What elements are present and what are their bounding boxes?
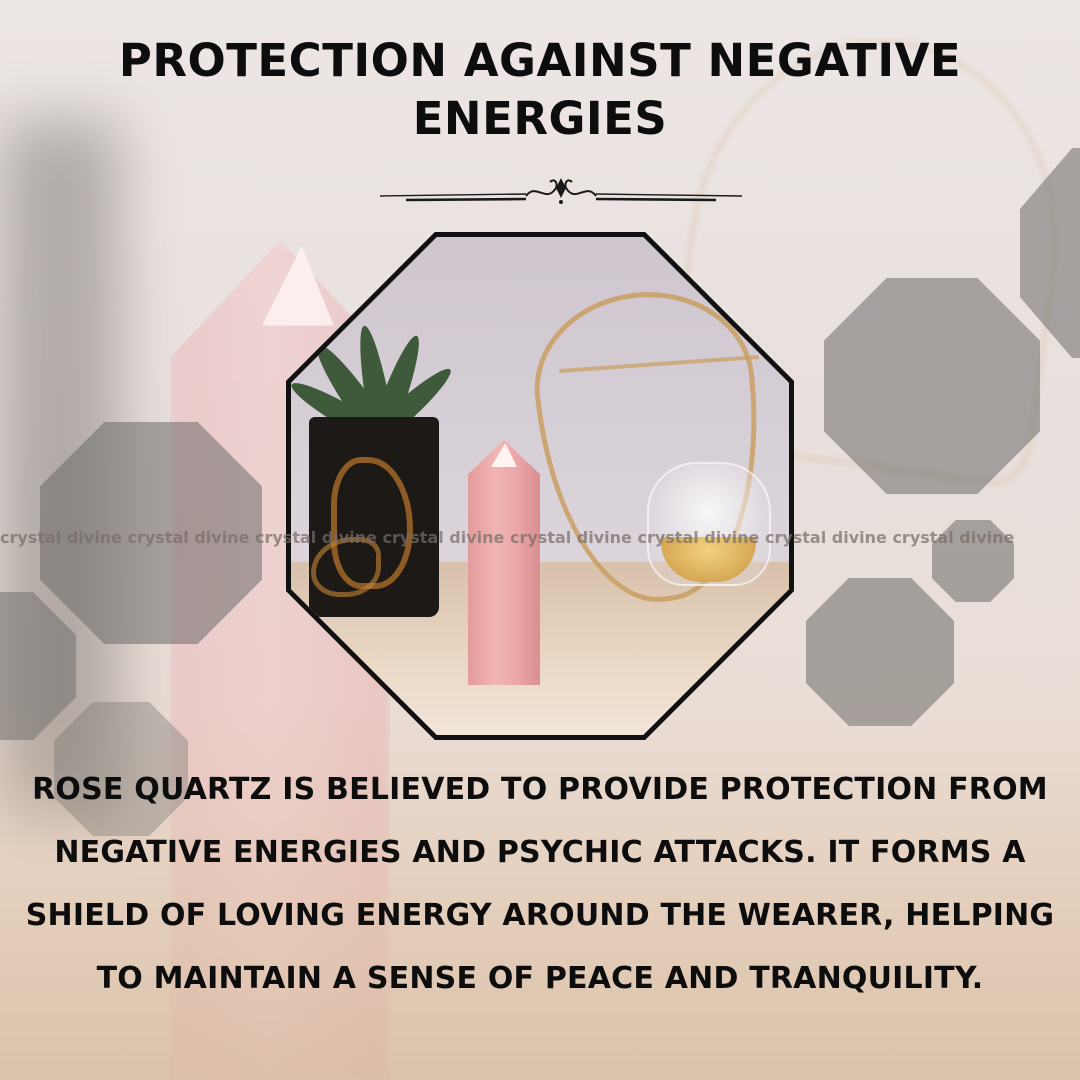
watermark: crystal divine crystal divine crystal di… [0,528,1015,547]
decor-octagon-left-large [40,422,262,644]
decor-octagon-right-small [932,520,1014,602]
rose-quartz-tower [468,440,540,685]
background-table [0,700,1080,1080]
ornament-divider-icon [379,178,743,204]
decor-octagon-left-small [54,702,188,836]
rose-quartz-photo [286,232,794,740]
decor-octagon-right-bottom [806,578,954,726]
description-text: ROSE QUARTZ IS BELIEVED TO PROVIDE PROTE… [25,772,1055,996]
page-title: PROTECTION AGAINST NEGATIVE ENERGIES [118,34,962,145]
decor-octagon-right-top [824,278,1040,494]
